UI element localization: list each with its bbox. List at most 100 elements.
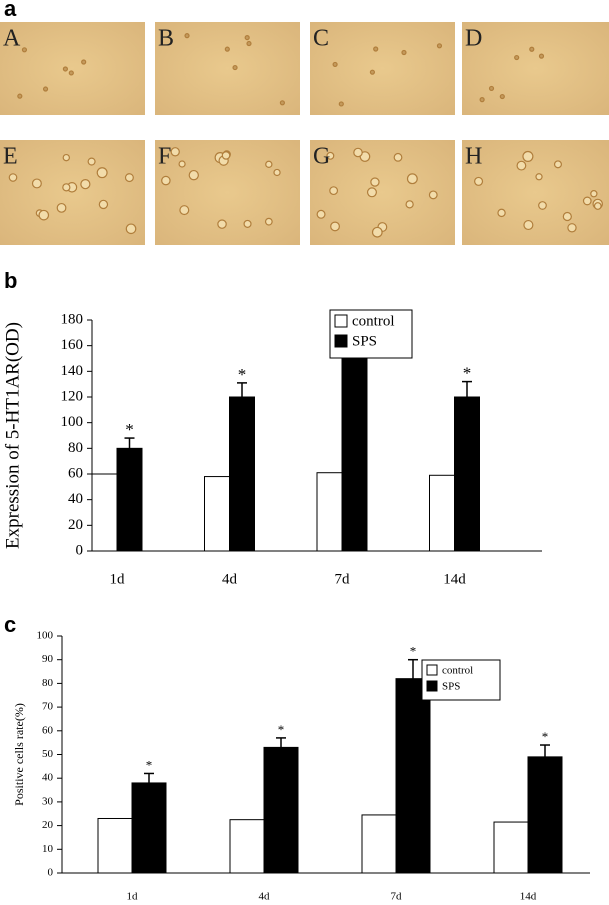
micrograph-label: G xyxy=(313,144,330,170)
micrograph xyxy=(310,22,455,115)
significance: * xyxy=(463,364,472,383)
significance: * xyxy=(238,365,247,384)
legend-label: control xyxy=(352,313,395,329)
legend-swatch xyxy=(334,334,348,348)
significance: * xyxy=(278,722,285,737)
bar xyxy=(429,474,455,552)
micrograph-label: D xyxy=(465,26,482,52)
cell xyxy=(353,147,363,158)
micrograph-label: H xyxy=(465,144,482,170)
x-tick-label: 7d xyxy=(391,891,403,903)
panel-label: a xyxy=(4,0,17,21)
y-tick-label: 0 xyxy=(76,542,84,558)
cell xyxy=(479,97,485,103)
cell xyxy=(124,173,134,183)
significance: * xyxy=(125,420,134,439)
x-tick-label: 1d xyxy=(110,571,126,587)
cell xyxy=(224,46,230,52)
bar xyxy=(341,358,368,552)
bar xyxy=(229,819,265,874)
cell xyxy=(178,160,186,168)
cell xyxy=(393,152,403,162)
legend-swatch xyxy=(334,314,348,328)
cell xyxy=(405,200,414,209)
cell xyxy=(56,202,67,213)
y-tick-label: 60 xyxy=(42,724,54,736)
significance: * xyxy=(542,729,549,744)
cell xyxy=(273,168,281,177)
cell xyxy=(562,211,572,222)
cell xyxy=(582,196,592,206)
cell xyxy=(538,53,545,59)
y-tick-label: 180 xyxy=(61,311,84,327)
y-tick-label: 60 xyxy=(68,465,83,481)
cell xyxy=(42,86,49,92)
cell xyxy=(244,34,250,41)
y-tick-label: 50 xyxy=(42,748,54,760)
error-bar xyxy=(144,772,154,783)
y-tick-label: 10 xyxy=(42,843,54,855)
y-tick-label: 100 xyxy=(37,630,54,642)
cell xyxy=(265,160,273,169)
cell xyxy=(243,219,252,228)
bar xyxy=(527,756,563,874)
cell xyxy=(62,66,69,72)
micrograph-label: A xyxy=(3,26,21,52)
cell xyxy=(17,93,23,99)
cell xyxy=(279,100,285,106)
cell xyxy=(373,46,379,52)
cell xyxy=(31,178,42,189)
cell xyxy=(332,61,338,68)
error-bar xyxy=(540,744,550,757)
y-tick-label: 80 xyxy=(68,440,83,456)
significance: * xyxy=(410,644,417,659)
cell xyxy=(81,59,87,65)
x-tick-label: 4d xyxy=(222,571,238,587)
y-tick-label: 100 xyxy=(61,414,84,430)
error-bar xyxy=(462,380,472,397)
y-axis-label: Expression of 5-HT1AR(OD) xyxy=(2,322,23,549)
error-bar xyxy=(124,437,135,449)
cell xyxy=(80,179,91,190)
cell xyxy=(184,33,190,39)
error-bar xyxy=(276,737,286,748)
cell xyxy=(497,208,506,218)
bar xyxy=(97,817,133,874)
legend-label: control xyxy=(442,665,473,677)
legend-swatch xyxy=(426,680,438,692)
bar xyxy=(395,678,431,874)
micrograph-label: B xyxy=(158,26,174,52)
cell xyxy=(62,153,70,162)
cell xyxy=(553,160,562,169)
bar xyxy=(263,746,299,874)
cell xyxy=(179,205,190,216)
y-tick-label: 70 xyxy=(42,701,54,713)
cell xyxy=(188,169,199,181)
y-tick-label: 20 xyxy=(42,819,54,831)
bar xyxy=(454,396,480,552)
micrograph-label: C xyxy=(313,26,329,52)
cell xyxy=(161,175,171,186)
cell xyxy=(329,186,339,196)
cell xyxy=(523,219,534,231)
panel-label: b xyxy=(4,268,17,293)
cell xyxy=(593,202,602,210)
cell xyxy=(369,69,376,75)
micrograph xyxy=(462,140,609,245)
y-tick-label: 120 xyxy=(61,388,84,404)
cell xyxy=(499,93,505,100)
y-tick-label: 160 xyxy=(61,337,84,353)
legend-swatch xyxy=(426,664,438,676)
x-tick-label: 14d xyxy=(443,571,466,587)
bar xyxy=(131,782,167,874)
y-axis-label: Positive cells rate(%) xyxy=(12,703,26,806)
cell xyxy=(514,54,520,61)
cell xyxy=(401,49,407,56)
y-tick-label: 40 xyxy=(42,772,54,784)
y-tick-label: 0 xyxy=(48,867,54,879)
cell xyxy=(21,47,28,53)
x-tick-label: 7d xyxy=(335,571,351,587)
bar xyxy=(204,476,230,552)
bar xyxy=(229,396,255,552)
cell xyxy=(538,201,547,210)
